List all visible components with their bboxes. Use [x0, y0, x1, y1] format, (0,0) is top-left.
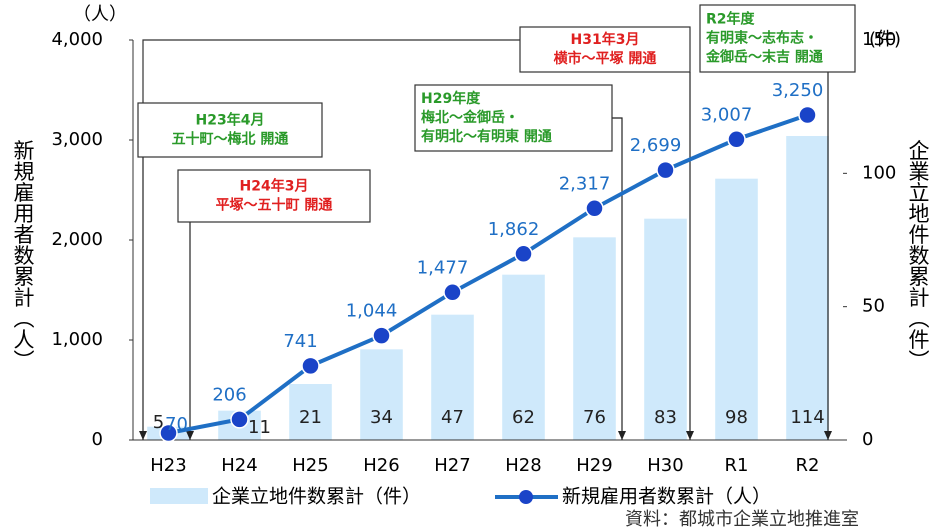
bar-value-label: 34	[370, 407, 393, 428]
legend-label: 企業立地件数累計（件）	[212, 486, 421, 508]
x-tick-label: R1	[725, 455, 749, 476]
bar	[360, 349, 403, 440]
line-value-label: 3,007	[701, 104, 753, 125]
line-value-label: 2,699	[630, 135, 682, 156]
annotation-box	[519, 26, 691, 73]
x-tick-label: H27	[434, 455, 470, 476]
annotation-text: H29年度	[421, 90, 481, 107]
arrow-head	[686, 431, 694, 440]
line-value-label: 3,250	[772, 80, 824, 101]
annotation-text: H24年3月	[240, 178, 309, 195]
bar	[715, 178, 758, 440]
line-value-label: 206	[212, 384, 246, 405]
arrow-head	[824, 431, 832, 440]
legend-label: 新規雇用者数累計（人）	[562, 486, 771, 508]
annotation-text: 横市～平塚 開通	[554, 50, 657, 67]
y-tick-label: 0	[92, 429, 103, 450]
annotation-box	[137, 102, 323, 158]
annotation-text: H31年3月	[571, 31, 640, 48]
line-point	[372, 326, 391, 345]
line-value-label: 70	[165, 414, 188, 435]
bar	[502, 274, 545, 440]
y2-axis-title: 企業立地件数累計（件）	[906, 140, 930, 371]
line-point	[798, 105, 817, 125]
legend-swatch-bar	[150, 488, 208, 504]
y-tick-label: 2,000	[51, 229, 103, 250]
y-tick-label: 3,000	[51, 129, 103, 150]
frame-line	[142, 39, 520, 103]
line-value-label: 1,477	[417, 257, 469, 278]
bar-value-label: 114	[790, 407, 824, 428]
line-value-label: 741	[283, 331, 317, 352]
line-point	[514, 244, 533, 264]
source: 資料：都城市企業立地推進室	[625, 509, 859, 528]
line-point	[585, 199, 604, 218]
bar	[289, 384, 332, 440]
arrow-head	[139, 431, 147, 440]
y-tick-label: 4,000	[51, 29, 103, 50]
x-tick-label: H30	[647, 455, 683, 476]
y2-tick-label: 50	[862, 296, 885, 317]
bar-value-label: 47	[441, 407, 464, 428]
bar-value-label: 21	[299, 407, 322, 428]
bar	[573, 237, 616, 440]
y2-tick-label: 0	[862, 429, 873, 450]
y2-tick-label: 100	[862, 162, 896, 183]
bar-value-label: 11	[248, 417, 271, 438]
line-point	[727, 130, 746, 149]
annotation-text: 有明北～有明東 開通	[421, 128, 552, 145]
arrow-head	[186, 431, 194, 440]
annotation-text: 平塚～五十町 開通	[216, 197, 333, 214]
line-value-label: 1,862	[488, 219, 540, 240]
bar	[786, 136, 829, 440]
annotation-text: 金御岳～末吉 開通	[705, 49, 823, 66]
annotation-text: 五十町～梅北 開通	[172, 131, 289, 148]
y-tick-label: 1,000	[51, 329, 103, 350]
bar-value-label: 98	[725, 407, 748, 428]
line	[168, 113, 809, 435]
bar	[431, 314, 474, 440]
x-tick-label: H23	[150, 455, 186, 476]
bar	[644, 218, 687, 440]
line-point	[301, 356, 320, 376]
annotation-text: 有明東～志布志・	[706, 30, 818, 47]
annotation-text: H23年4月	[196, 112, 265, 129]
line-point	[159, 423, 178, 443]
annotation-text: R2年度	[706, 11, 756, 28]
bar-value-label: 5	[153, 412, 164, 433]
y2-tick-label: 150	[862, 29, 896, 50]
y-unit: （人）	[73, 4, 127, 25]
y-axis-title: 新規雇用者数累計（人）	[11, 140, 35, 371]
x-tick-label: H25	[292, 455, 328, 476]
annotation-box	[414, 84, 613, 152]
annotation-box	[699, 4, 856, 73]
annotation-arrow	[612, 117, 623, 440]
line-point	[656, 160, 675, 180]
legend-swatch-point	[519, 490, 533, 504]
y2-unit: (件)	[869, 29, 901, 50]
annotation-box	[177, 169, 371, 223]
line-value-label: 2,317	[559, 173, 611, 194]
line-point	[443, 283, 462, 302]
x-tick-label: H26	[363, 455, 399, 476]
annotation-text: 梅北～金御岳・	[421, 109, 519, 126]
line-point	[230, 410, 249, 429]
bar-value-label: 83	[654, 407, 677, 428]
x-tick-label: H29	[576, 455, 612, 476]
bar-value-label: 76	[583, 407, 606, 428]
bar-value-label: 62	[512, 407, 535, 428]
x-tick-label: H28	[505, 455, 541, 476]
arrow-head	[618, 431, 626, 440]
line-value-label: 1,044	[346, 301, 398, 322]
x-tick-label: R2	[796, 455, 820, 476]
x-tick-label: H24	[221, 455, 257, 476]
